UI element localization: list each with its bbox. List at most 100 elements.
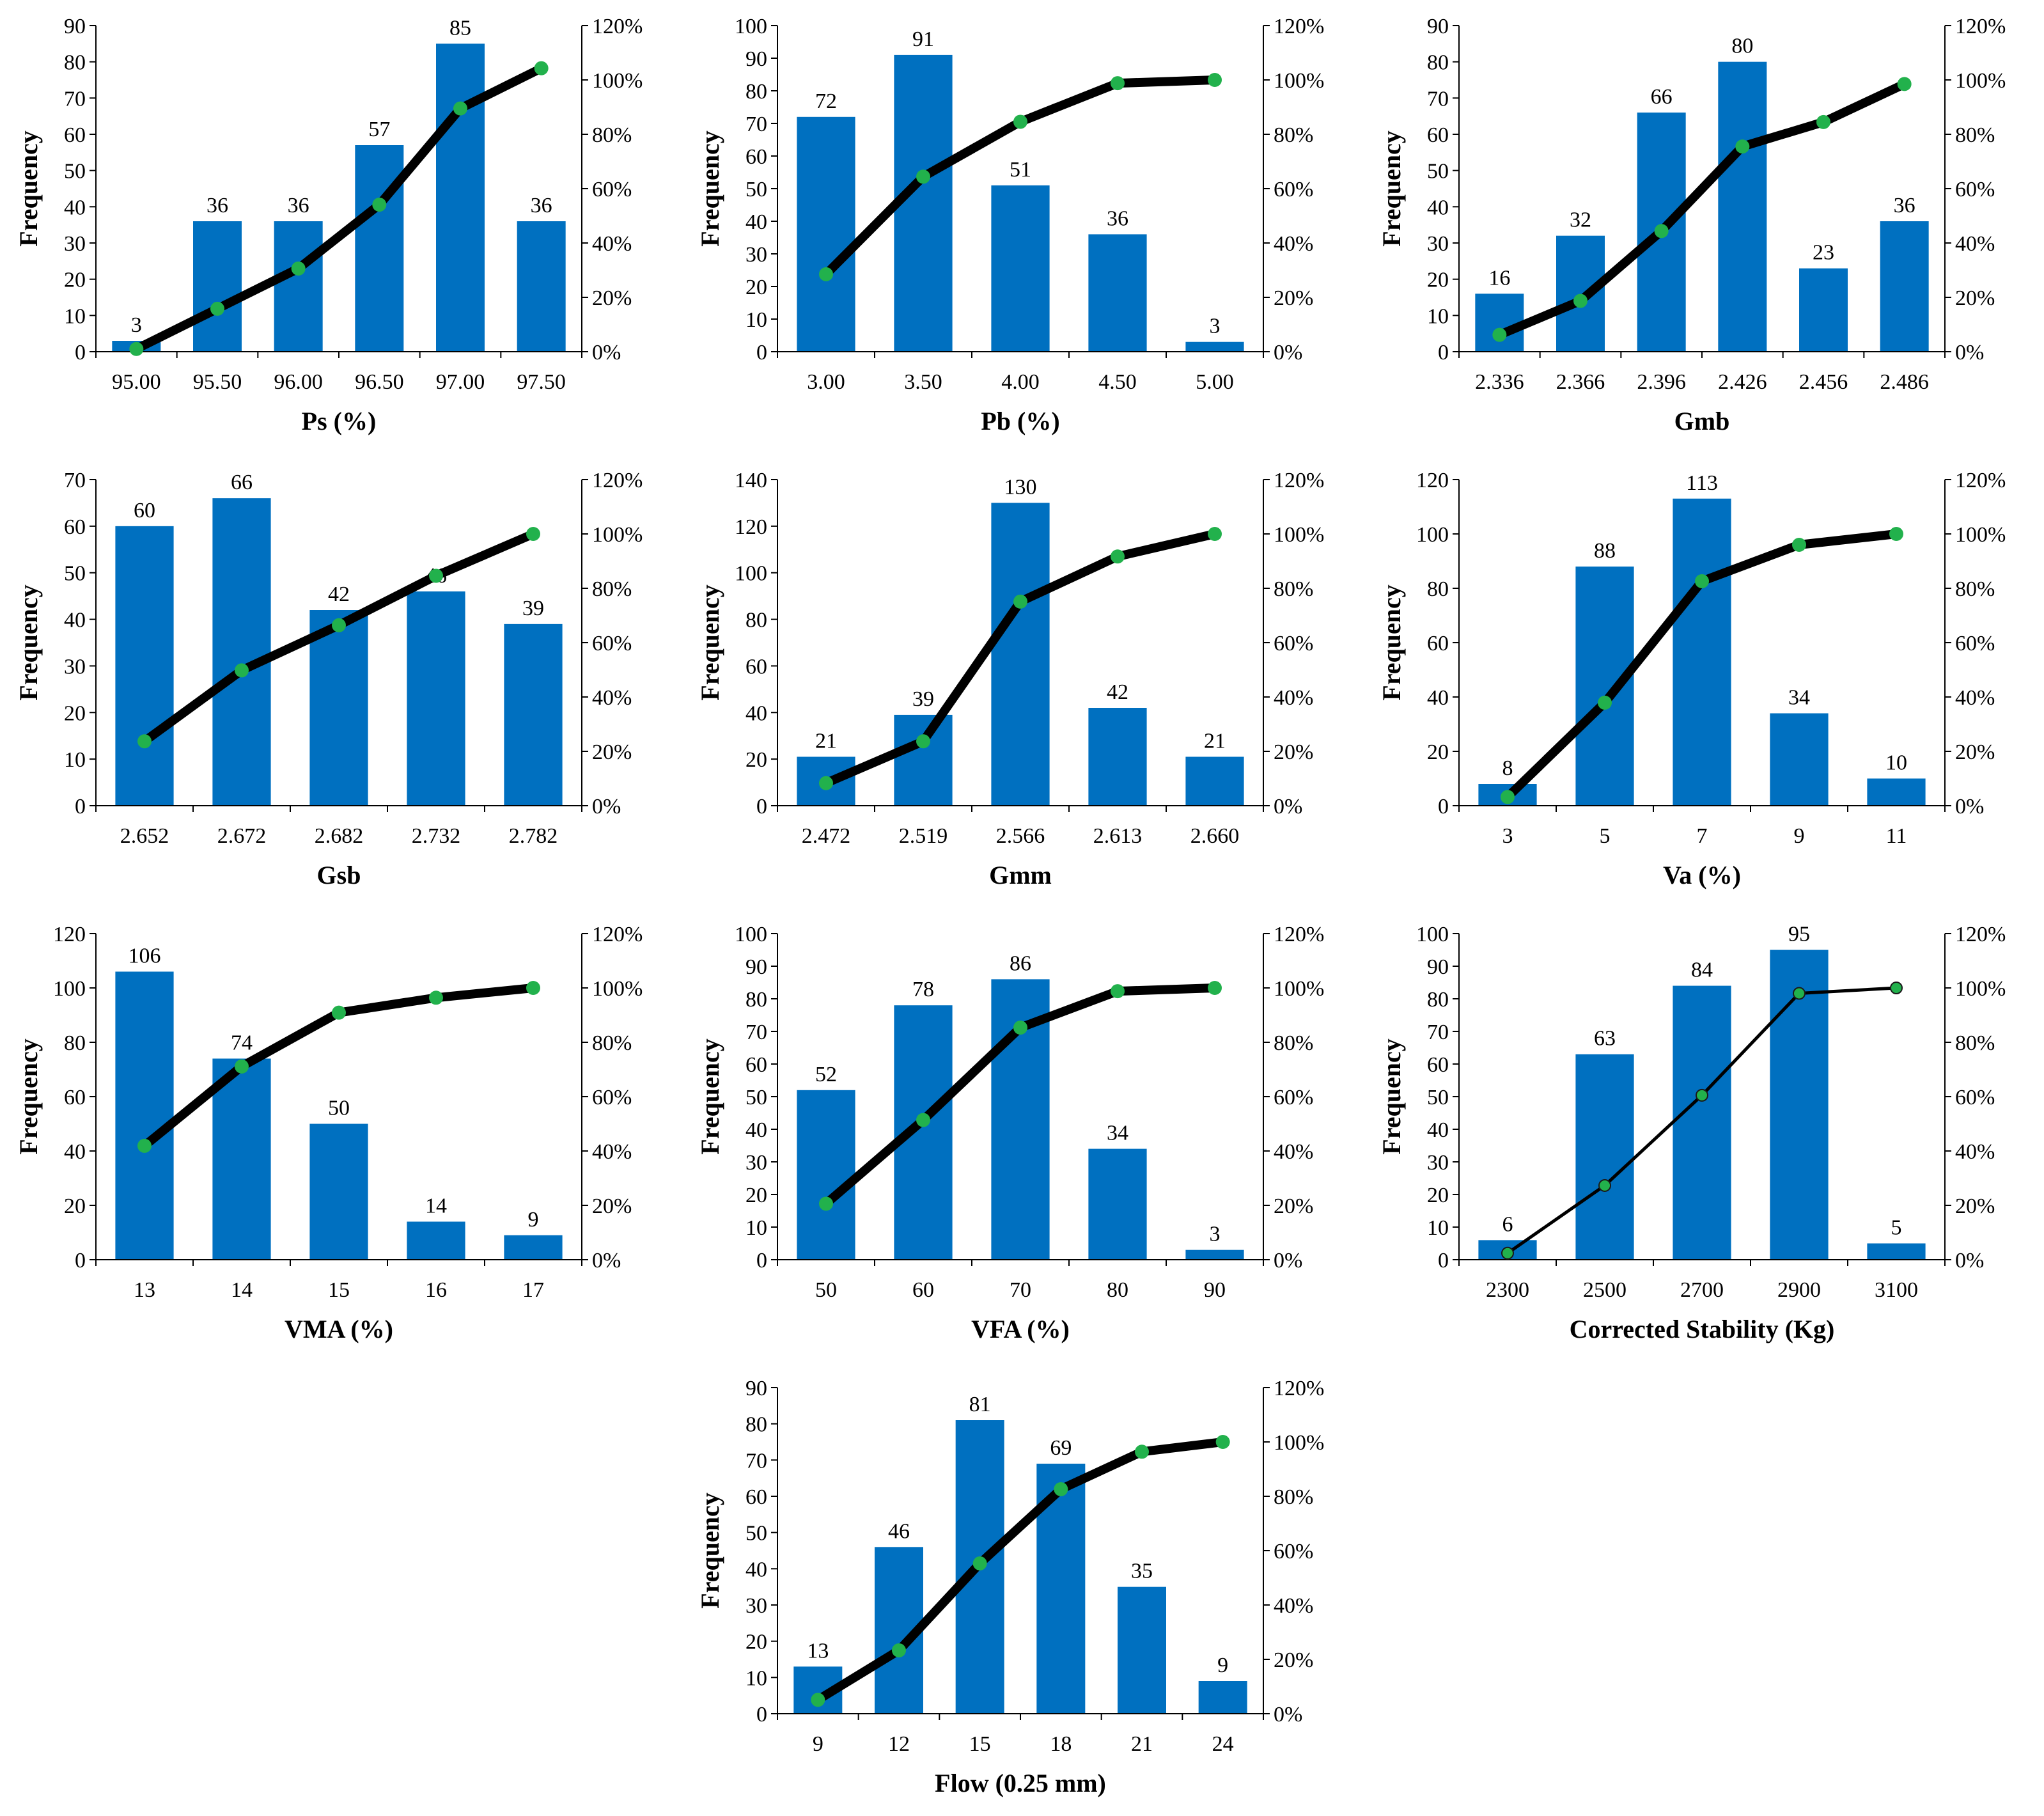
cumulative-point [129, 341, 144, 356]
y-tick-label: 50 [1427, 1086, 1449, 1109]
y2-tick-label: 120% [592, 469, 643, 492]
cumulative-point [1654, 224, 1669, 239]
cumulative-point [372, 198, 387, 212]
bar [1088, 234, 1147, 352]
x-tick-label: 2.660 [1190, 824, 1240, 848]
x-tick-label: 2700 [1680, 1278, 1724, 1302]
x-tick-label: 21 [1131, 1732, 1153, 1756]
y-tick-label: 80 [745, 1413, 767, 1437]
bar [1880, 221, 1929, 352]
bar-value-label: 50 [328, 1097, 350, 1120]
y-tick-label: 80 [745, 609, 767, 632]
y2-tick-label: 120% [1274, 15, 1324, 38]
y2-tick-label: 40% [592, 686, 632, 710]
y2-tick-label: 0% [1955, 1249, 1984, 1272]
y-tick-label: 100 [735, 923, 767, 946]
x-tick-label: 24 [1212, 1732, 1234, 1756]
bar [1867, 1243, 1926, 1260]
y2-tick-label: 40% [1274, 232, 1313, 256]
y-tick-label: 30 [745, 243, 767, 267]
x-tick-label: 50 [815, 1278, 837, 1302]
y2-tick-label: 100% [592, 69, 643, 93]
y2-tick-label: 80% [1274, 1031, 1313, 1055]
y-tick-label: 0 [1438, 795, 1449, 818]
x-tick-label: 14 [231, 1278, 253, 1302]
x-tick-label: 2500 [1583, 1278, 1627, 1302]
y2-tick-label: 20% [1955, 286, 1995, 310]
y2-tick-label: 20% [1274, 740, 1313, 764]
cumulative-point [1792, 538, 1806, 552]
x-tick-label: 18 [1050, 1732, 1072, 1756]
bar-value-label: 39 [912, 687, 934, 711]
y-tick-label: 50 [745, 1522, 767, 1546]
y-tick-label: 90 [1427, 15, 1449, 38]
x-tick-label: 90 [1204, 1278, 1226, 1302]
y2-tick-label: 80% [1955, 577, 1995, 601]
x-tick-label: 12 [888, 1732, 910, 1756]
bar-value-label: 66 [1651, 85, 1673, 109]
x-tick-label: 96.00 [274, 370, 323, 394]
cumulative-point [1013, 1021, 1027, 1035]
y-tick-label: 70 [745, 1021, 767, 1044]
y-tick-label: 20 [745, 748, 767, 772]
x-tick-label: 60 [912, 1278, 934, 1302]
bar [1770, 713, 1829, 806]
x-tick-label: 17 [522, 1278, 544, 1302]
bar [1575, 1054, 1634, 1260]
x-axis-title: Corrected Stability (Kg) [1570, 1315, 1835, 1343]
y-tick-label: 40 [64, 609, 86, 632]
y2-tick-label: 60% [1274, 1540, 1313, 1563]
bar [1475, 294, 1524, 352]
bar-value-label: 36 [288, 194, 309, 217]
x-tick-label: 2.652 [120, 824, 169, 848]
y2-tick-label: 0% [1274, 1249, 1302, 1272]
x-tick-label: 4.50 [1098, 370, 1137, 394]
bar-value-label: 60 [134, 499, 155, 522]
cumulative-point [1111, 984, 1125, 999]
y2-tick-label: 80% [1955, 1031, 1995, 1055]
y-tick-label: 90 [1427, 955, 1449, 979]
y-axis-title: Frequency [14, 584, 43, 700]
bar [504, 1235, 563, 1260]
y-tick-label: 70 [1427, 1021, 1449, 1044]
x-tick-label: 2.396 [1637, 370, 1686, 394]
bar-value-label: 86 [1010, 951, 1031, 975]
y2-tick-label: 100% [1955, 523, 2006, 547]
bar-value-label: 78 [912, 978, 934, 1001]
bar [1867, 778, 1926, 806]
y-tick-label: 80 [1427, 988, 1449, 1012]
bar-value-label: 21 [815, 730, 837, 753]
x-tick-label: 2300 [1486, 1278, 1529, 1302]
bar-value-label: 34 [1107, 1122, 1128, 1145]
y2-tick-label: 60% [1955, 178, 1995, 201]
bar [1185, 1249, 1244, 1260]
y2-tick-label: 100% [1955, 977, 2006, 1001]
bar [309, 610, 368, 806]
bar [1118, 1586, 1166, 1714]
x-tick-label: 2.486 [1880, 370, 1929, 394]
y2-tick-label: 40% [1955, 232, 1995, 256]
x-tick-label: 2.566 [996, 824, 1045, 848]
y-axis-title: Frequency [1377, 130, 1406, 246]
y2-tick-label: 60% [592, 178, 632, 201]
y-tick-label: 0 [75, 1249, 86, 1272]
cumulative-point [819, 1196, 833, 1211]
chart-gmm: 0 20 40 60 80 100 120 140 0% 20% 40% 60% 80% 100% 120%… [682, 460, 1362, 908]
x-tick-label: 15 [969, 1732, 991, 1756]
y-tick-label: 40 [1427, 196, 1449, 219]
chart-flow: 0 10 20 30 40 50 60 70 80 90 0% 20% 40% 60% 80% 100% 120… [682, 1368, 1362, 1816]
y-axis-title: Frequency [696, 584, 724, 700]
y2-tick-label: 60% [1955, 1086, 1995, 1109]
y-axis-title: Frequency [14, 130, 43, 246]
bar-value-label: 51 [1010, 158, 1031, 182]
cumulative-point [1696, 1088, 1708, 1102]
y2-tick-label: 20% [1955, 1194, 1995, 1218]
y-tick-label: 80 [1427, 577, 1449, 601]
chart-svg: 0 20 40 60 80 100 120 140 0% 20% 40% 60% 80% 100% 120%… [696, 469, 1324, 889]
x-tick-label: 11 [1886, 824, 1907, 848]
y-tick-label: 60 [745, 655, 767, 678]
y-tick-label: 0 [756, 1249, 767, 1272]
chart-svg: 0 10 20 30 40 50 60 70 80 90 0% 20% 40% 60% 80% 100% 120… [696, 1377, 1324, 1797]
bar [212, 1058, 271, 1260]
cumulative-point [1013, 594, 1027, 609]
